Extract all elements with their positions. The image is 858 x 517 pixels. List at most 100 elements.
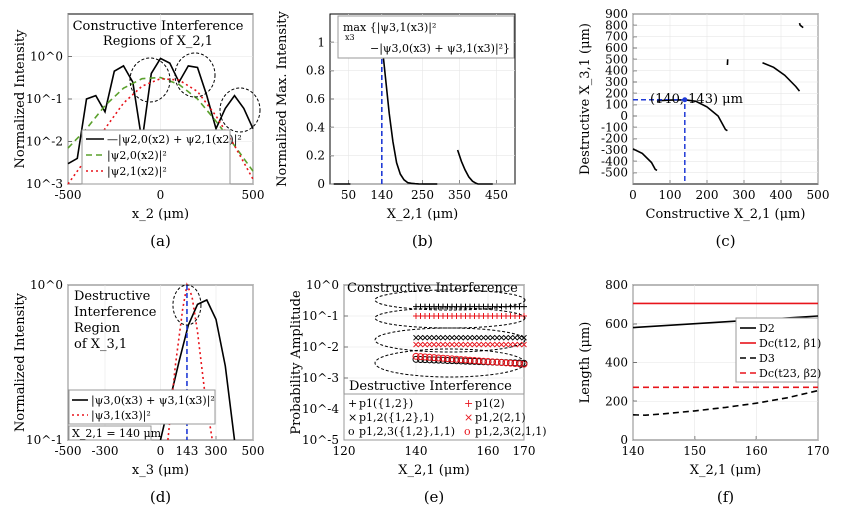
marker-cross (417, 341, 424, 348)
x-tick-label: 500 (242, 188, 265, 202)
legend-marker: × (464, 411, 473, 424)
region-ellipse (374, 348, 526, 378)
legend-label: |ψ2,1(x2)|² (107, 165, 167, 179)
marker-circle (516, 360, 523, 368)
series-line-5 (798, 22, 804, 29)
marker-cross (458, 334, 464, 341)
marker-circle (457, 356, 465, 364)
x-tick-label: 300 (205, 444, 228, 458)
formula-line: −|ψ3,0(x3) + ψ3,1(x3)|²} (370, 42, 510, 56)
legend-box (68, 389, 216, 425)
y-tick-label: 800 (605, 18, 628, 32)
y-tick-label: 200 (605, 86, 628, 100)
legend-label: p1({1,2}) (359, 397, 413, 410)
x-tick-label: -500 (55, 188, 82, 202)
annotation-line: Interference (74, 305, 157, 320)
marker-cross (480, 334, 487, 341)
y-tick-label: 10^0 (30, 50, 63, 64)
legend: —|ψ2,0(x2) + ψ2,1(x2)|² |ψ2,0(x2)|² |ψ2,1(… (81, 129, 242, 185)
annotation-line: Constructive Interference (73, 19, 244, 34)
series-markers-1 (413, 313, 527, 319)
marker-circle (448, 355, 456, 363)
x-tick-label: 450 (485, 188, 508, 202)
marker-cross (498, 341, 505, 348)
panel-b: 50 140 250 350 450 0 0.2 0.4 0.6 0.8 1 X_2,1 (μm) No… (275, 11, 516, 250)
marker-circle (489, 358, 496, 366)
region-ellipse (219, 87, 261, 133)
marker-cross (444, 341, 451, 348)
marker-circle (498, 359, 505, 367)
y-tick-label: 10^0 (306, 278, 339, 292)
panel-caption: (e) (424, 488, 445, 506)
series-line-0 (67, 57, 254, 165)
x-tick-label: 150 (683, 444, 706, 458)
x-tick-label: 400 (770, 188, 793, 202)
legend-marker: o (464, 425, 471, 438)
region-ellipse (172, 284, 202, 326)
legend-label: D2 (759, 322, 775, 335)
marker-cross (503, 334, 509, 341)
marker-cross (489, 334, 496, 341)
formula-line: max {|ψ3,1(x3)|² (343, 21, 436, 35)
x-tick-label: 160 (745, 444, 768, 458)
y-tick-label: 700 (605, 30, 628, 44)
series-markers-4 (412, 355, 528, 367)
marker-cross (435, 334, 442, 341)
marker-cross (453, 341, 460, 348)
marker-cross (426, 334, 433, 341)
marker-cross (503, 341, 509, 348)
series-line-1 (67, 76, 254, 172)
y-tick-label: 10^-3 (302, 371, 339, 385)
x-tick-label: 120 (333, 444, 356, 458)
marker-circle (475, 357, 483, 365)
legend-label: —|ψ2,0(x2) + ψ2,1(x2)|² (107, 133, 242, 147)
marker-cross (471, 334, 478, 341)
legend-label: p1(2) (475, 397, 505, 410)
annotation-line: Destructive (74, 289, 151, 304)
x-tick-label: 0 (629, 188, 637, 202)
y-tick-label: 600 (605, 41, 628, 55)
x-tick-label: 100 (659, 188, 682, 202)
series-line-0 (159, 298, 236, 441)
legend-box (343, 393, 525, 441)
marker-cross (426, 341, 433, 348)
y-tick-label: 10^-1 (26, 92, 63, 106)
annotation-line: of X_3,1 (74, 337, 127, 352)
marker-cross (449, 334, 455, 341)
x-tick-label: 50 (341, 188, 356, 202)
point-label: (140, 143) μm (650, 92, 743, 107)
marker-cross (512, 341, 518, 348)
legend-marker: + (464, 397, 473, 410)
x-tick-label: 170 (807, 444, 830, 458)
annotation-line: Regions of X_2,1 (103, 34, 213, 49)
legend-label: Dc(t23, β2) (759, 367, 821, 380)
marker-circle (412, 352, 420, 360)
marker-cross (453, 334, 460, 341)
highlight-point (682, 97, 688, 103)
marker-cross (462, 334, 469, 341)
region-ellipse (374, 327, 526, 353)
marker-circle (444, 355, 451, 363)
legend-label: |ψ3,0(x3) + ψ3,1(x3)|² (91, 394, 215, 408)
legend-label: p1,2({1,2},1) (359, 411, 434, 424)
marker-circle (426, 353, 433, 361)
x-tick-label: 140 (405, 444, 428, 458)
marker-cross (444, 334, 451, 341)
y-tick-label: 10^-1 (302, 309, 339, 323)
y-tick-label: 10^-5 (302, 433, 339, 447)
marker-cross (480, 341, 487, 348)
panel-caption: (d) (150, 488, 171, 506)
marker-cross (516, 334, 523, 341)
series-line-4 (762, 61, 801, 92)
x-tick-label: 170 (513, 444, 536, 458)
x-tick-label: 300 (733, 188, 756, 202)
marker-circle (439, 354, 447, 362)
marker-cross (485, 341, 491, 348)
y-tick-label: 10^-4 (302, 402, 339, 416)
region-ellipse (374, 289, 526, 311)
parameter-box (68, 425, 152, 441)
y-axis-label: Probability Amplitude (289, 290, 304, 435)
marker-cross (417, 334, 424, 341)
legend: |ψ3,0(x3) + ψ3,1(x3)|²|ψ3,1(x3)|² (68, 389, 216, 425)
